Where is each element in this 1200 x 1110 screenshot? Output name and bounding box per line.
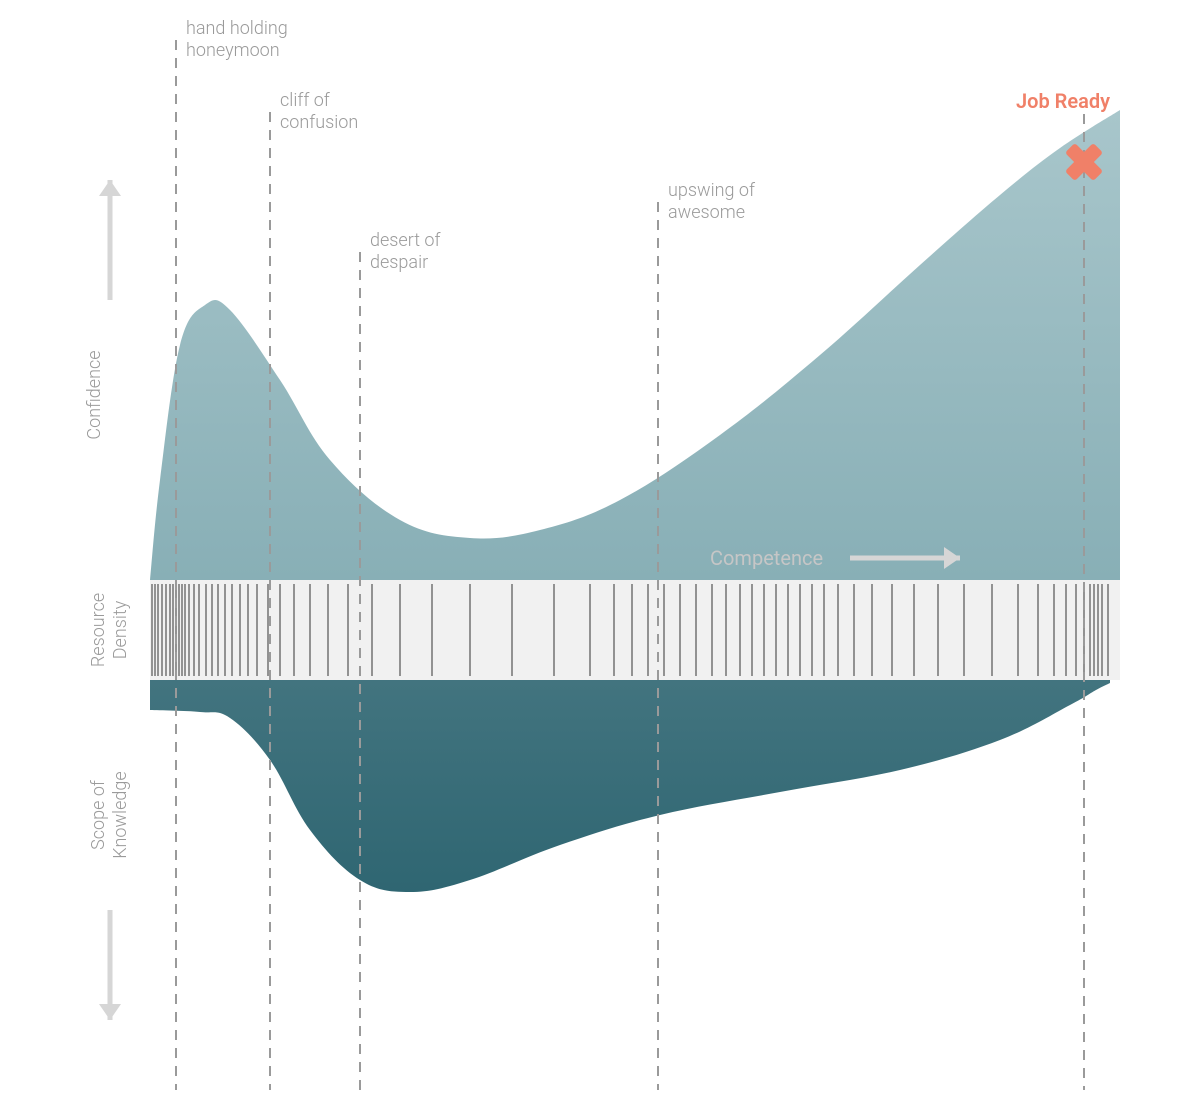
learning-journey-chart: hand holdinghoneymoon cliff ofconfusion de… [0,0,1200,1110]
phase-label-3-1: awesome [668,202,745,223]
phase-label-1-1: confusion [280,112,358,133]
confidence-axis-label: Confidence [84,350,105,439]
svg-text:Resource: Resource [88,593,109,667]
svg-text:Confidence: Confidence [84,350,105,439]
scope-area [150,680,1110,892]
competence-axis-label: Competence [710,546,823,570]
job-ready-label: Job Ready [1016,89,1110,113]
confidence-arrow [99,180,121,300]
confidence-area [150,110,1120,580]
phase-label-1-0: cliff of [280,90,331,111]
phase-label-0-0: hand holding [186,18,288,39]
svg-text:Density: Density [110,600,131,659]
scope-arrow [99,910,121,1020]
resource-density-axis-label: ResourceDensity [88,593,131,667]
phase-label-2-1: despair [370,252,428,273]
chart-svg: hand holdinghoneymoon cliff ofconfusion de… [0,0,1200,1110]
phase-label-0-1: honeymoon [186,40,280,61]
phase-label-2-0: desert of [370,230,442,251]
svg-text:Scope of: Scope of [88,779,109,850]
resource-density-band [150,580,1120,680]
scope-axis-label: Scope ofKnowledge [88,771,131,858]
phase-label-3-0: upswing of [668,180,756,201]
svg-text:Knowledge: Knowledge [110,771,131,858]
